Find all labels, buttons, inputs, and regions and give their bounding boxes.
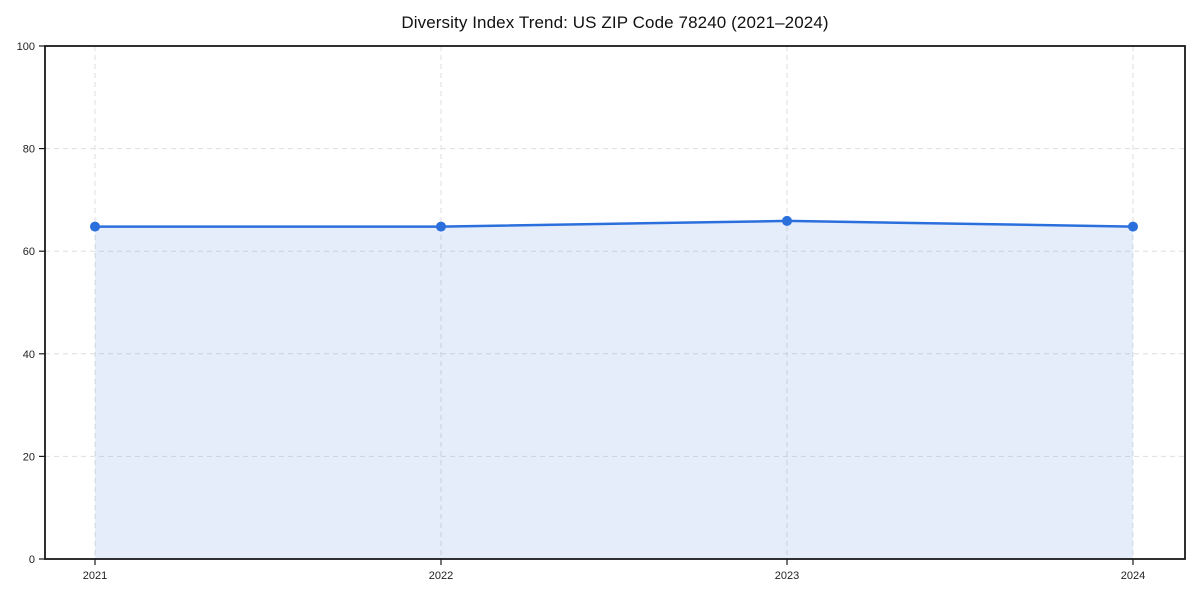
y-tick-label: 20 xyxy=(23,451,35,463)
y-tick-label: 100 xyxy=(17,41,35,53)
x-tick-label: 2021 xyxy=(83,570,107,582)
plot-frame xyxy=(44,45,1186,560)
y-tick-label: 60 xyxy=(23,246,35,258)
y-tick-label: 80 xyxy=(23,144,35,156)
x-tick-label: 2024 xyxy=(1121,570,1145,582)
x-tick-label: 2022 xyxy=(429,570,453,582)
data-point xyxy=(90,221,100,232)
data-point xyxy=(1128,221,1138,232)
data-point xyxy=(782,215,792,226)
chart-title: Diversity Index Trend: US ZIP Code 78240… xyxy=(401,13,829,32)
x-tick-label: 2023 xyxy=(775,570,799,582)
trend-line xyxy=(93,219,1135,228)
y-tick-label: 40 xyxy=(23,349,35,361)
data-point xyxy=(436,221,446,232)
area-fill xyxy=(95,220,1133,560)
y-tick-label: 0 xyxy=(29,554,35,566)
